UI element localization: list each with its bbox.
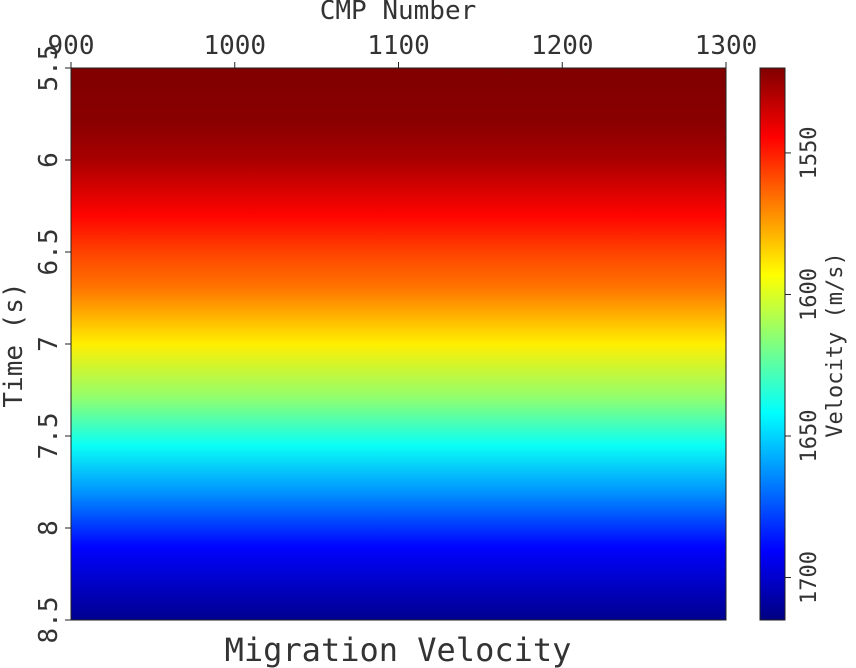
chart-title: Migration Velocity [225, 631, 572, 668]
y-tick-label: 8 [34, 520, 64, 536]
colorbar-tick-label: 1600 [797, 268, 822, 321]
y-axis-ticks: 5.5 6 6.5 7 7.5 8 8.5 [34, 45, 71, 644]
colorbar [759, 67, 786, 621]
x-axis-ticks: 900 1000 1100 1200 1300 [48, 31, 758, 68]
x-tick-label: 900 [48, 31, 95, 61]
y-tick-label: 6.5 [34, 229, 64, 276]
velocity-image-panel [70, 67, 727, 621]
y-tick-label: 6 [34, 152, 64, 168]
y-tick-label: 8.5 [34, 597, 64, 644]
x-tick-label: 1200 [531, 31, 594, 61]
colorbar-tick-label: 1550 [797, 126, 822, 179]
y-axis-title: Time (s) [0, 282, 29, 407]
y-tick-label: 7.5 [34, 413, 64, 460]
x-axis-title: CMP Number [320, 0, 477, 26]
colorbar-ticks: 1550 1600 1650 1700 [785, 126, 822, 604]
x-tick-label: 1000 [203, 31, 266, 61]
y-tick-label: 5.5 [34, 45, 64, 92]
x-tick-label: 1300 [695, 31, 758, 61]
colorbar-tick-label: 1700 [797, 551, 822, 604]
colorbar-tick-label: 1650 [797, 410, 822, 463]
colorbar-label: Velocity (m/s) [823, 252, 848, 437]
y-tick-label: 7 [34, 336, 64, 352]
x-tick-label: 1100 [367, 31, 430, 61]
